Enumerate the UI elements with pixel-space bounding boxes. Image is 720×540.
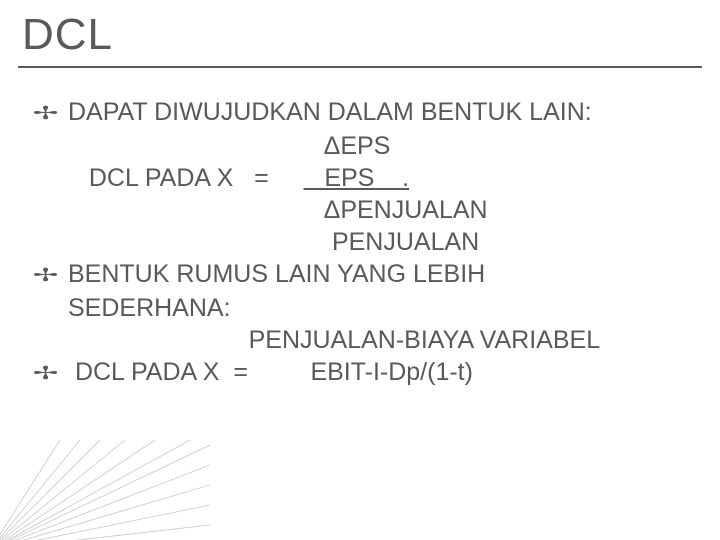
body-line: ΔPENJUALAN [38,194,698,226]
bullet-icon: ✢ [33,97,59,129]
body-line: SEDERHANA: [38,292,698,324]
corner-decoration [0,440,210,540]
slide-body: ✢DAPAT DIWUJUDKAN DALAM BENTUK LAIN: ΔEP… [38,96,698,390]
body-line: ✢DAPAT DIWUJUDKAN DALAM BENTUK LAIN: [38,96,698,130]
line-text: BENTUK RUMUS LAIN YANG LEBIH [68,258,698,290]
body-line: ✢BENTUK RUMUS LAIN YANG LEBIH [38,258,698,292]
body-line: PENJUALAN-BIAYA VARIABEL [38,324,698,356]
slide-title: DCL [22,10,113,60]
line-text: DCL PADA X = EPS . [68,162,698,194]
body-line: ΔEPS [38,130,698,162]
bullet-column: ✢ [38,258,68,292]
line-text: PENJUALAN-BIAYA VARIABEL [68,324,698,356]
body-line: PENJUALAN [38,226,698,258]
title-underline [18,66,702,68]
line-text: ΔEPS [68,130,698,162]
bullet-icon: ✢ [33,259,59,291]
bullet-column: ✢ [38,96,68,130]
body-line: DCL PADA X = EPS . [38,162,698,194]
line-text: SEDERHANA: [68,292,698,324]
line-text: ΔPENJUALAN [68,194,698,226]
bullet-column: ✢ [38,356,68,390]
line-text: PENJUALAN [68,226,698,258]
body-line: ✢ DCL PADA X = EBIT-I-Dp/(1-t) [38,356,698,390]
line-text: DAPAT DIWUJUDKAN DALAM BENTUK LAIN: [68,96,698,128]
bullet-icon: ✢ [33,357,59,389]
line-text: DCL PADA X = EBIT-I-Dp/(1-t) [68,356,698,388]
